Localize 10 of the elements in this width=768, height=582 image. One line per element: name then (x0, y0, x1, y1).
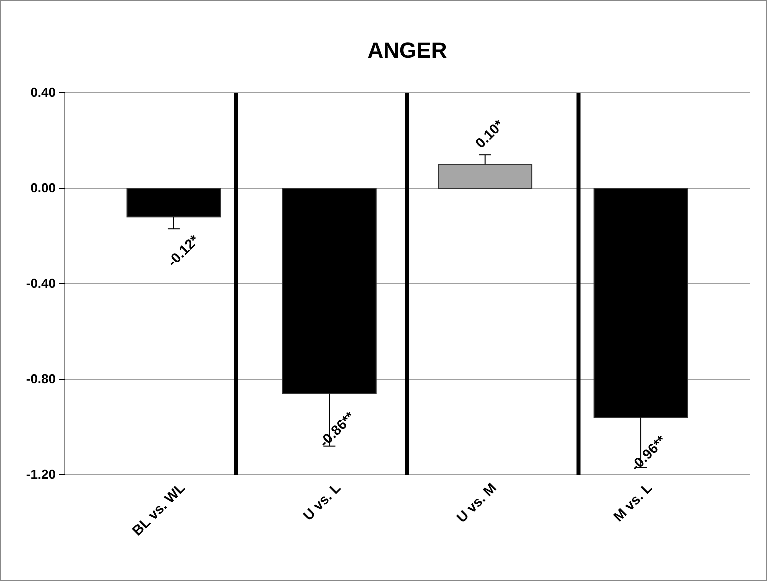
x-tick-label: M vs. L (610, 480, 656, 525)
y-tick-label: -0.40 (26, 276, 56, 292)
y-tick-label: -1.20 (26, 467, 56, 482)
x-tick-label: U vs. L (300, 479, 344, 524)
x-tick-label: BL vs. WL (129, 479, 188, 539)
x-tick-label: U vs. M (453, 480, 500, 526)
y-tick-label: 0.00 (30, 180, 56, 196)
y-tick-label: 0.40 (30, 85, 56, 100)
y-tick-label: -0.80 (26, 372, 56, 387)
chart-title: ANGER (368, 38, 448, 63)
